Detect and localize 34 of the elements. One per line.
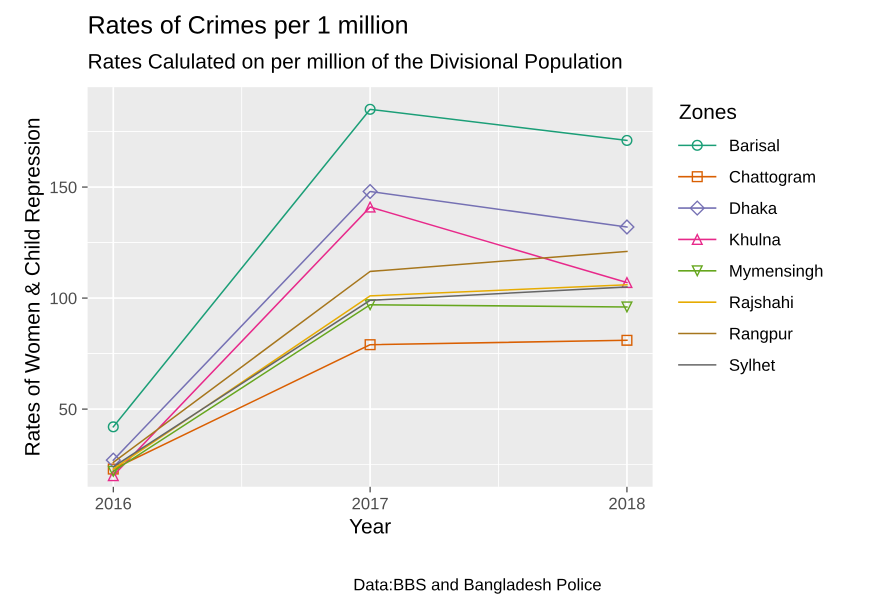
- x-axis-title: Year: [350, 519, 391, 534]
- legend-label: Sylhet: [730, 358, 776, 374]
- chart-title: Rates of Crimes per 1 million: [90, 15, 407, 39]
- legend-label: Rajshahi: [730, 296, 793, 312]
- legend-title: Zones: [680, 104, 736, 120]
- legend-label: Mymensingh: [730, 264, 822, 280]
- text: Data:BBS and Bangladesh Police: [354, 578, 601, 594]
- point: [621, 276, 632, 288]
- legend-label: Rangpur: [730, 328, 793, 343]
- x-tick-label: 2018: [609, 498, 645, 510]
- point: [364, 299, 376, 310]
- point: [364, 201, 376, 213]
- point: [619, 219, 635, 235]
- x-tick-label: 2017: [352, 498, 388, 510]
- point: [364, 104, 376, 115]
- y-tick-label: 150: [50, 181, 77, 194]
- y-axis-title: Rates of Women & Child Repression: [24, 118, 44, 455]
- point: [108, 470, 119, 482]
- point: [621, 334, 632, 346]
- y-tick-label: 50: [59, 404, 77, 416]
- point: [621, 134, 632, 146]
- legend-label: Chattogram: [730, 170, 815, 186]
- legend-label: Khulna: [730, 233, 781, 246]
- chart-subtitle: Rates Calulated on per million of the Divisional Population: [89, 53, 622, 73]
- point: [621, 301, 632, 313]
- point: [108, 463, 119, 475]
- y-tick-label: 100: [50, 292, 77, 304]
- legend-label: Barisal: [730, 139, 779, 152]
- point: [106, 452, 121, 468]
- point: [362, 184, 378, 200]
- point: [364, 339, 376, 350]
- point: [108, 421, 119, 432]
- legend-label: Dhaka: [730, 202, 778, 214]
- x-tick-label: 2016: [96, 498, 132, 510]
